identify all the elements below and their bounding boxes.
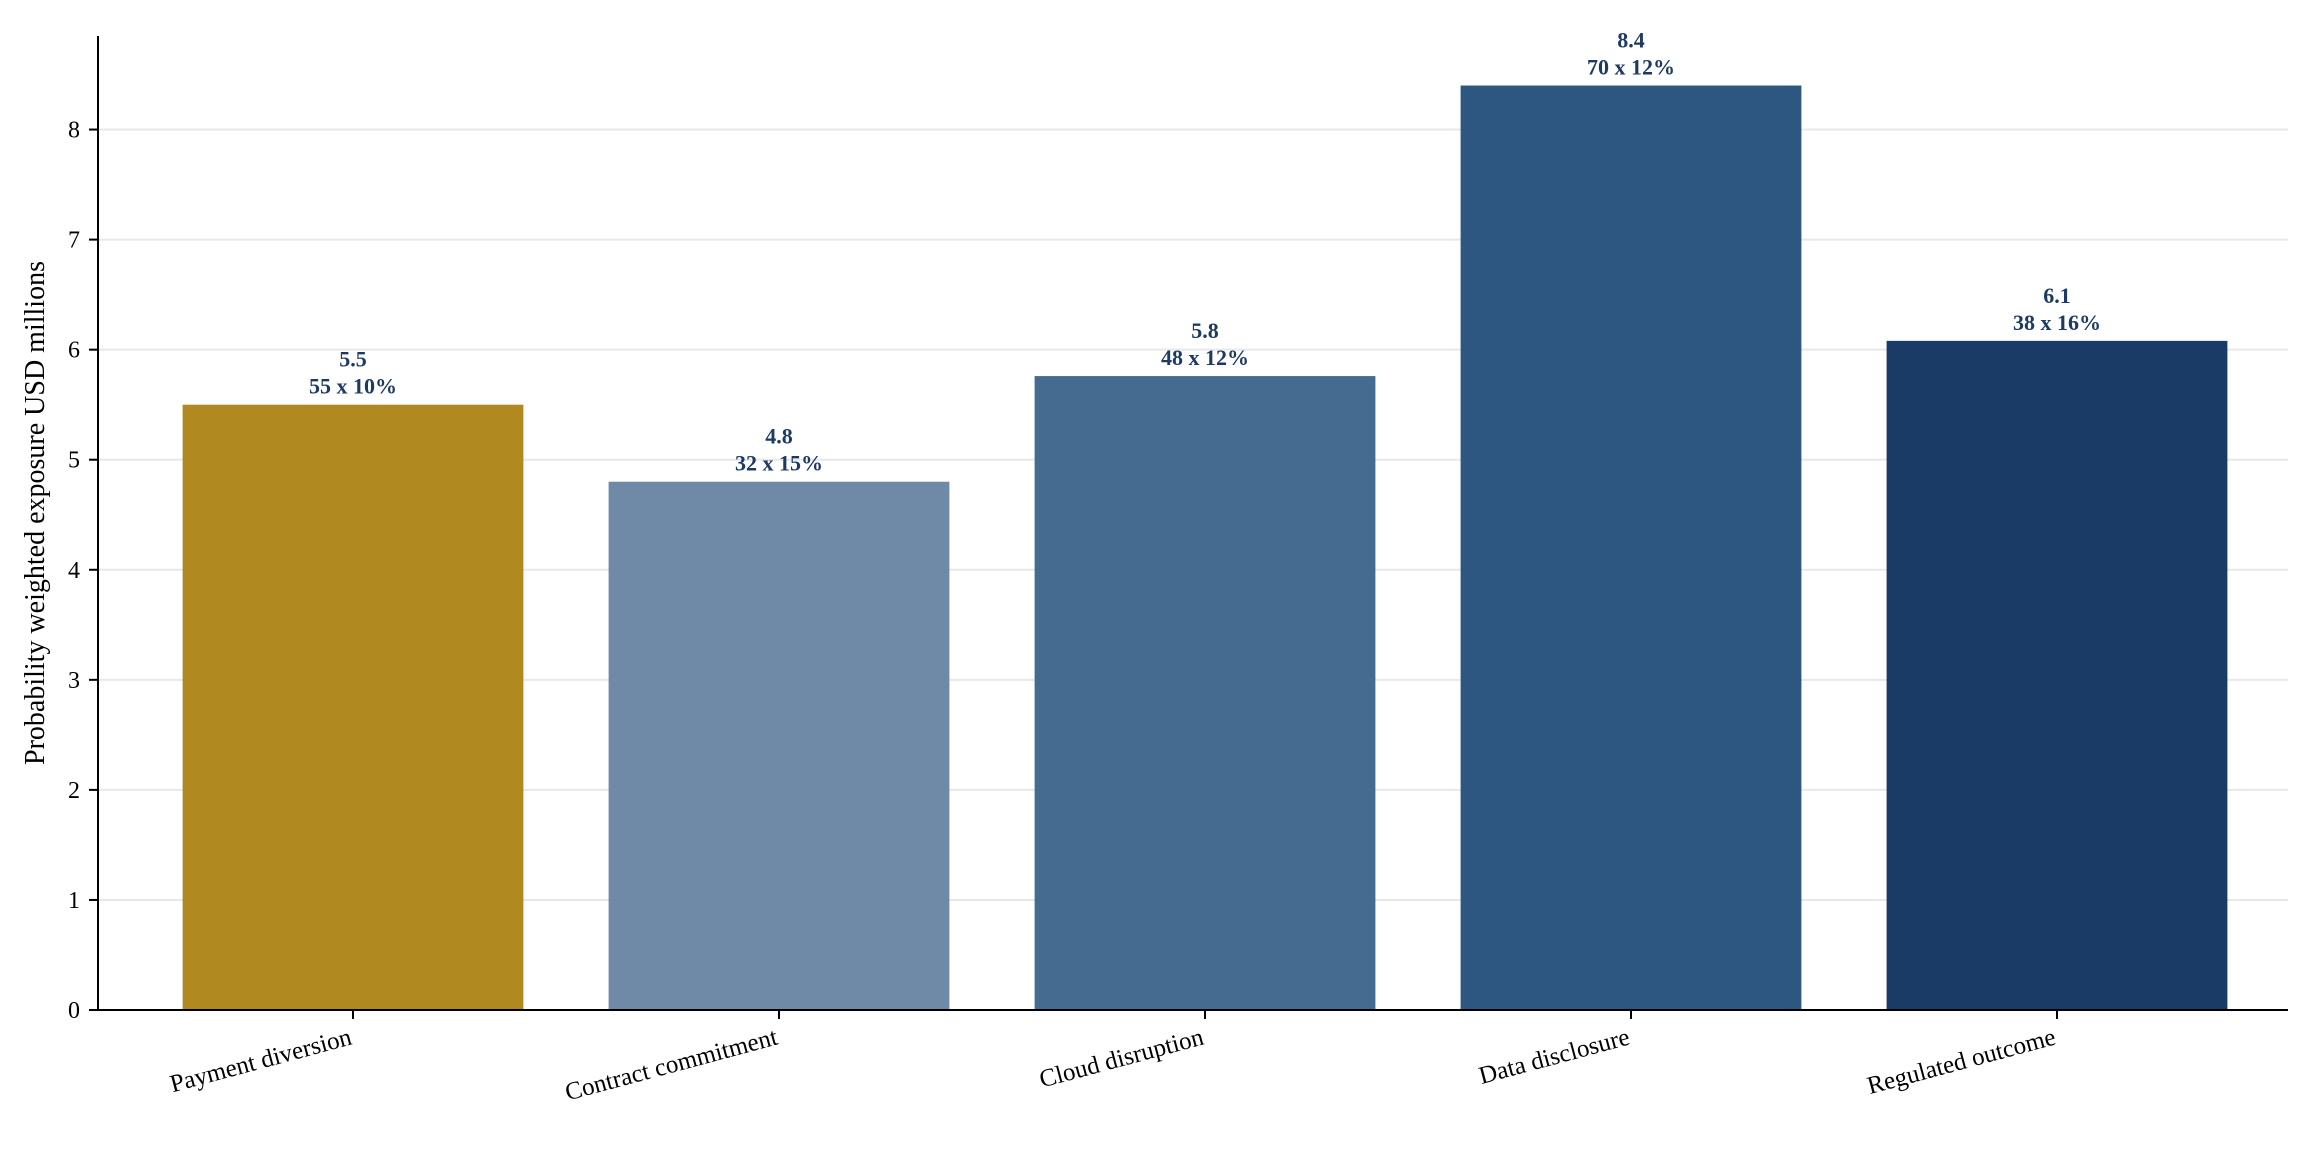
y-tick-label: 2 (68, 778, 80, 804)
axes (97, 36, 2288, 1011)
bar-value-label: 4.8 (765, 424, 793, 449)
x-category-label: Cloud disruption (1037, 1024, 1207, 1094)
y-tick-label: 4 (68, 558, 80, 584)
y-tick-label: 3 (68, 668, 80, 694)
bar (1034, 376, 1376, 1010)
data-labels: 5.555 x 10% 4.832 x 15% 5.848 x 12% 8.470 x… (309, 28, 2101, 476)
y-ticks: 0 1 2 3 4 5 6 7 8 (68, 118, 98, 1024)
bar (1460, 85, 1802, 1011)
bar-detail-label: 32 x 15% (735, 451, 823, 476)
y-tick-label: 6 (68, 338, 80, 364)
y-tick-label: 5 (68, 448, 80, 474)
y-tick-label: 1 (68, 888, 80, 914)
y-tick-label: 7 (68, 228, 80, 254)
bar (182, 404, 524, 1010)
bar (1886, 340, 2228, 1010)
bar-value-label: 6.1 (2043, 283, 2071, 308)
x-category-label: Contract commitment (562, 1024, 780, 1107)
bar-value-label: 8.4 (1617, 28, 1645, 53)
bar-detail-label: 48 x 12% (1161, 345, 1249, 370)
y-tick-label: 0 (68, 998, 80, 1024)
bar (608, 481, 950, 1010)
bar-detail-label: 55 x 10% (309, 374, 397, 399)
x-category-label: Data disclosure (1476, 1024, 1633, 1090)
y-axis-title: Probability weighted exposure USD millio… (20, 261, 51, 765)
bar-value-label: 5.8 (1191, 318, 1219, 343)
x-category-label: Regulated outcome (1864, 1024, 2058, 1100)
x-ticks: Payment diversion Contract commitment Clou… (167, 1010, 2059, 1107)
y-tick-label: 8 (68, 118, 80, 144)
bar-detail-label: 70 x 12% (1587, 55, 1675, 80)
x-category-label: Payment diversion (167, 1024, 355, 1099)
bars (182, 85, 2228, 1011)
bar-value-label: 5.5 (339, 347, 367, 372)
bar-detail-label: 38 x 16% (2013, 310, 2101, 335)
